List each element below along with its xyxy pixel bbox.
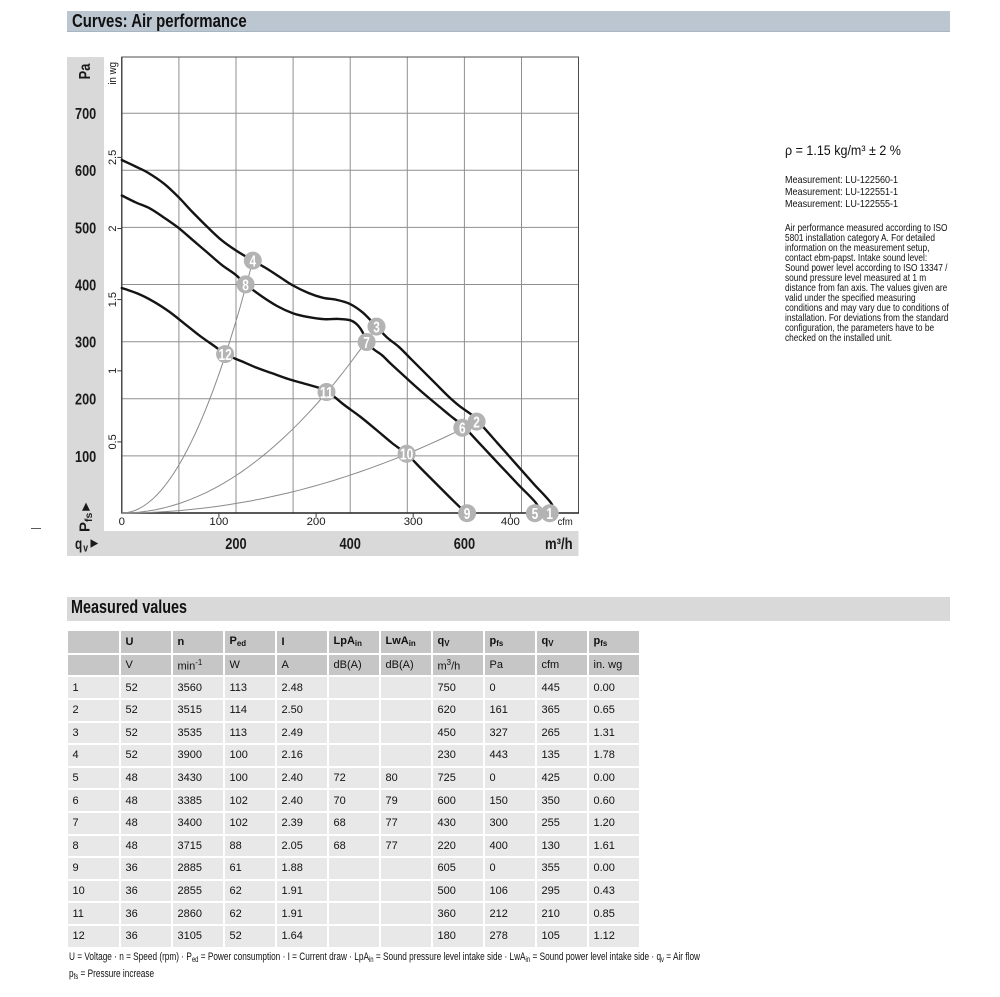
svg-text:1: 1	[546, 506, 553, 523]
svg-text:500: 500	[75, 220, 96, 237]
svg-text:5: 5	[532, 506, 539, 523]
svg-text:9: 9	[464, 506, 471, 523]
svg-text:q: q	[75, 536, 82, 553]
svg-text:2.5: 2.5	[107, 150, 119, 165]
svg-text:Pa: Pa	[77, 64, 94, 80]
svg-text:0: 0	[119, 516, 125, 528]
svg-text:300: 300	[75, 335, 96, 352]
svg-text:100: 100	[75, 449, 96, 466]
svg-text:1: 1	[107, 368, 119, 374]
svg-text:12: 12	[219, 347, 232, 364]
svg-text:8: 8	[242, 277, 249, 294]
svg-text:0.5: 0.5	[107, 434, 119, 449]
svg-text:200: 200	[75, 392, 96, 409]
svg-text:cfm: cfm	[558, 516, 573, 528]
svg-text:600: 600	[454, 536, 475, 553]
svg-text:200: 200	[225, 536, 246, 553]
svg-text:300: 300	[404, 516, 423, 528]
svg-text:400: 400	[340, 536, 361, 553]
svg-text:3: 3	[373, 320, 380, 337]
svg-text:2: 2	[107, 225, 119, 231]
svg-text:in wg: in wg	[107, 62, 119, 85]
svg-text:11: 11	[320, 385, 333, 402]
svg-text:600: 600	[75, 163, 96, 180]
svg-text:4: 4	[250, 254, 257, 271]
svg-text:2: 2	[473, 415, 480, 432]
svg-text:100: 100	[209, 516, 228, 528]
svg-text:200: 200	[307, 516, 326, 528]
svg-text:700: 700	[75, 106, 96, 123]
svg-text:400: 400	[501, 516, 520, 528]
svg-text:10: 10	[400, 447, 413, 464]
svg-text:7: 7	[363, 335, 370, 352]
svg-text:v: v	[83, 542, 88, 554]
svg-text:m³/h: m³/h	[545, 536, 573, 553]
svg-text:400: 400	[75, 277, 96, 294]
svg-text:1.5: 1.5	[107, 292, 119, 307]
svg-text:6: 6	[459, 421, 466, 438]
